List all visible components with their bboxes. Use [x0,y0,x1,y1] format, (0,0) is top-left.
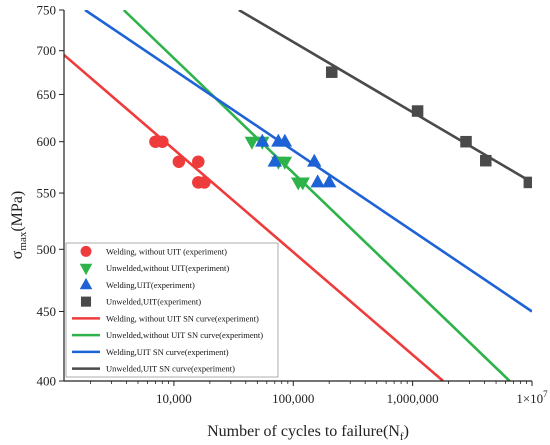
y-tick-label: 600 [37,134,57,149]
legend-swatch-welding-uit-experiment [79,277,93,290]
sn-curve-welding-without-uit-sn-curve-experiment [64,53,444,381]
x-tick-label: 1×107 [516,389,548,406]
data-point-unwelded-uit-experiment [460,135,472,148]
legend-box [65,242,279,378]
data-point-welding-uit-experiment [310,174,325,188]
x-tick-label-exponent: 7 [543,389,548,399]
y-axis-ticks: 400 450 500 550 600 650 700 750 [37,3,64,389]
y-tick-label: 500 [37,242,57,257]
legend-swatch-welding-without-uit-experiment [80,245,92,257]
y-tick-label: 400 [37,374,57,389]
data-point-welding-uit-experiment [255,133,270,147]
y-tick-label: 700 [37,43,57,58]
legend-swatch-unwelded-without-uit-experiment [79,263,93,276]
data-point-unwelded-uit-experiment [523,176,532,189]
data-point-unwelded-without-uit-experiment [277,156,293,170]
y-tick-label: 450 [37,304,57,319]
legend: Welding, without UIT (experiment) Unwelde… [65,242,279,378]
data-point-welding-without-uit-experiment [156,135,169,148]
plot-area [63,10,532,382]
data-point-welding-uit-experiment [267,153,282,167]
data-point-welding-without-uit-experiment [198,176,211,189]
legend-label-welding-uit-sn-curve-experiment: Welding,UIT SN curve(experiment) [106,347,229,357]
y-axis-title: σmax(MPa) [9,191,29,259]
legend-swatch-unwelded-uit-experiment [80,296,92,307]
x-tick-label: 10,000 [156,391,192,406]
legend-label-welding-without-uit-sn-curve-experiment: Welding, without UIT SN curve(experiment… [106,313,259,323]
data-point-welding-uit-experiment [277,133,293,147]
data-point-unwelded-without-uit-experiment [244,136,260,150]
data-point-unwelded-uit-experiment [325,66,338,78]
y-tick-label: 650 [37,87,57,102]
data-point-welding-uit-experiment [322,174,337,188]
x-tick-label: 100,000 [272,391,314,406]
sn-curve-unwelded-without-uit-sn-curve-experiment [122,10,511,381]
legend-label-welding-uit-experiment: Welding,UIT(experiment) [106,280,195,290]
data-point-welding-uit-experiment [307,153,322,167]
y-tick-label: 750 [37,3,57,18]
x-tick-label: 1,000,000 [387,391,439,406]
legend-label-unwelded-without-uit-experiment: Unwelded,without UIT(experiment) [106,263,229,273]
data-point-welding-without-uit-experiment [172,155,186,168]
sn-curve-welding-uit-sn-curve-experiment [84,10,532,313]
data-point-unwelded-uit-experiment [480,154,492,167]
plot-content [64,10,532,381]
data-point-welding-without-uit-experiment [192,155,205,168]
legend-label-unwelded-uit-experiment: Unwelded,UIT(experiment) [106,297,201,307]
y-tick-label: 550 [37,186,57,201]
legend-label-unwelded-without-uit-sn-curve-experiment: Unwelded,without UIT SN curve(experiment… [106,330,263,340]
legend-label-welding-without-uit-experiment: Welding, without UIT (experiment) [106,246,227,256]
sn-curve-unwelded-uit-sn-curve-experiment [238,10,532,184]
data-point-unwelded-without-uit-experiment [295,177,310,191]
x-axis-title: Number of cycles to failure(Nf) [207,423,409,443]
legend-label-unwelded-uit-sn-curve-experiment: Unwelded,UIT SN curve(experiment) [106,364,235,374]
data-point-unwelded-uit-experiment [411,105,424,117]
x-axis-ticks: 10,000 100,000 1,000,000 1×107 [90,381,548,406]
